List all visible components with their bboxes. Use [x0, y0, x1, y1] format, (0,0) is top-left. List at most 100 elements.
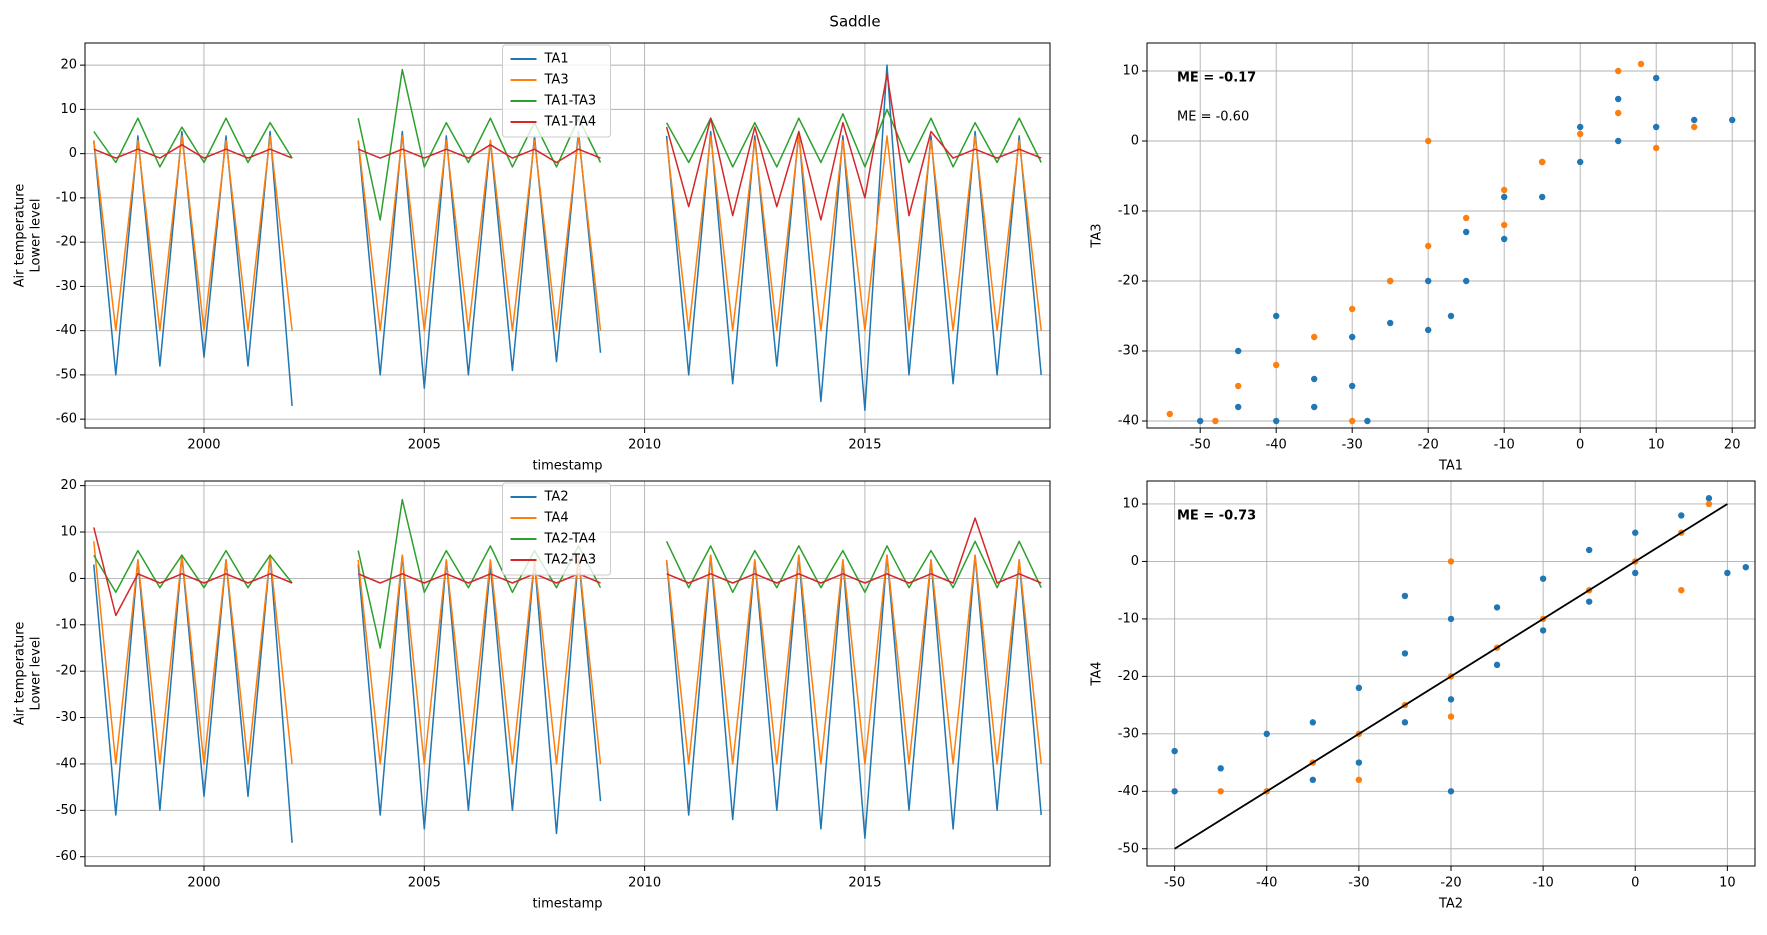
scatter-point [1577, 130, 1584, 138]
scatter-point [1501, 235, 1508, 243]
y-tick-label: 0 [1131, 134, 1139, 149]
scatter-point [1273, 417, 1280, 425]
y-tick-label: -10 [1118, 204, 1139, 219]
x-tick-label: 2015 [848, 876, 881, 891]
legend-label: TA2-TA4 [544, 532, 597, 547]
scatter-point [1273, 312, 1280, 320]
scatter-point [1447, 558, 1455, 565]
y-tick-label: -30 [56, 710, 77, 725]
x-tick-label: 2015 [848, 438, 881, 453]
scatter-point [1217, 765, 1224, 772]
figure-title: Saddle [829, 13, 880, 31]
scatter-point [1501, 221, 1508, 229]
scatter-point [1493, 661, 1501, 669]
y-tick-label: 10 [60, 102, 77, 117]
scatter-point [1653, 123, 1660, 131]
series-line [93, 517, 1042, 617]
scatter-point [1615, 137, 1622, 145]
y-tick-label: -10 [1118, 611, 1139, 626]
scatter-point [1387, 319, 1394, 327]
scatter-point [1501, 186, 1508, 194]
scatter-point [1691, 123, 1698, 131]
y-tick-label: 0 [69, 146, 77, 161]
x-tick-label: 2010 [628, 876, 661, 891]
y-tick-label: -20 [1118, 669, 1139, 684]
scatter-point [1678, 586, 1685, 594]
scatter-point [1166, 410, 1174, 418]
plot-area [1166, 60, 1736, 425]
y-tick-label: 0 [69, 571, 77, 586]
scatter-point [1632, 569, 1639, 577]
scatter-point [1539, 158, 1546, 166]
y-tick-label: -60 [56, 412, 77, 427]
scatter-point [1585, 598, 1593, 605]
y-tick-label: 10 [1122, 496, 1139, 511]
scatter-point [1447, 696, 1455, 703]
y-tick-label: 20 [60, 478, 77, 493]
scatter-point [1463, 228, 1470, 236]
scatter-point [1729, 116, 1736, 124]
scatter-point [1355, 759, 1363, 766]
legend-label: TA4 [544, 511, 569, 526]
scatter-point [1401, 650, 1409, 657]
plot-area [1171, 495, 1749, 850]
y-tick-label: 0 [1131, 554, 1139, 569]
scatter-point [1235, 382, 1242, 390]
scatter-point [1212, 417, 1219, 425]
y-tick-label: -20 [56, 235, 77, 250]
scatter-point [1691, 116, 1698, 124]
y-tick-label: -40 [1118, 414, 1139, 429]
scatter-point [1425, 326, 1432, 334]
scatter-point [1615, 109, 1622, 117]
scatter-point [1197, 417, 1204, 425]
y-tick-label: 10 [60, 525, 77, 540]
scatter-point [1387, 277, 1394, 285]
plot-area [93, 64, 1042, 412]
x-axis-label: timestamp [532, 459, 602, 474]
x-tick-label: 10 [1648, 438, 1665, 453]
scatter-point [1463, 214, 1470, 222]
x-tick-label: -30 [1342, 438, 1363, 453]
x-tick-label: -40 [1256, 876, 1277, 891]
scatter-point [1311, 333, 1318, 341]
legend-label: TA1 [544, 52, 569, 67]
x-tick-label: 20 [1724, 438, 1741, 453]
legend-label: TA3 [544, 73, 569, 88]
scatter-point [1349, 417, 1356, 425]
x-tick-label: -50 [1190, 438, 1211, 453]
scatter-point [1447, 312, 1455, 320]
scatter-point [1463, 277, 1470, 285]
x-axis-label: TA1 [1438, 459, 1463, 474]
series-line [93, 68, 1042, 221]
scatter-point [1401, 719, 1409, 726]
y-tick-label: -40 [56, 323, 77, 338]
scatter-point [1309, 776, 1317, 784]
plot-area [93, 498, 1042, 843]
y-axis-label: TA3 [1090, 223, 1105, 248]
x-tick-label: 2010 [628, 438, 661, 453]
scatter-point [1447, 713, 1455, 720]
scatter-point [1425, 137, 1432, 145]
scatter-point [1493, 604, 1501, 611]
axes-frame [84, 42, 1051, 429]
scatter-point [1632, 529, 1639, 536]
scatter-point [1637, 60, 1645, 68]
y-tick-label: 10 [1122, 64, 1139, 79]
y-tick-label: -20 [1118, 274, 1139, 289]
scatter-point [1615, 67, 1622, 75]
scatter-point [1447, 788, 1455, 795]
scatter-point [1217, 788, 1224, 795]
series-line [93, 73, 1042, 221]
y-axis-label: TA4 [1090, 661, 1105, 686]
x-tick-label: -20 [1440, 876, 1461, 891]
scatter-point [1425, 242, 1432, 250]
y-tick-label: -40 [56, 756, 77, 771]
legend-label: TA1-TA4 [544, 115, 597, 130]
scatter-point [1401, 592, 1409, 600]
legend-label: TA2-TA3 [544, 553, 597, 568]
reference-line [1174, 503, 1728, 850]
scatter-point [1425, 277, 1432, 285]
scatter-point [1171, 747, 1178, 755]
